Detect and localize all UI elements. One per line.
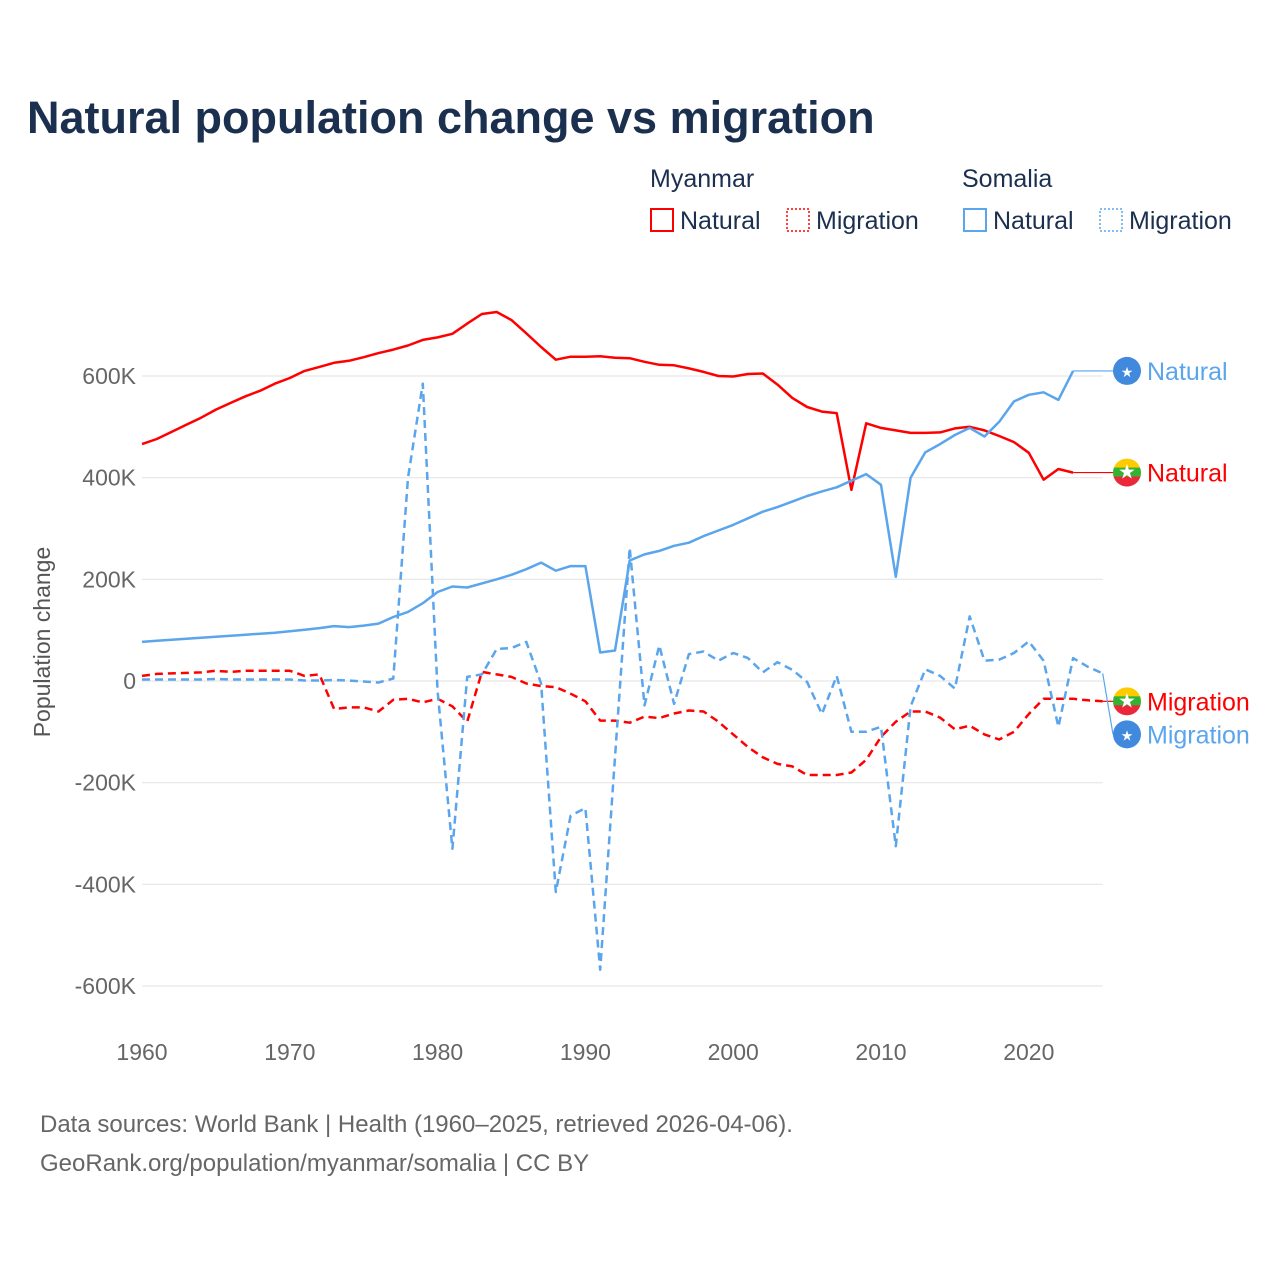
legend-swatch xyxy=(786,208,810,232)
legend: Myanmar Somalia Natural Migration Natura… xyxy=(650,165,1232,235)
series-line-somalia-natural xyxy=(141,370,1075,654)
x-tick-label: 2010 xyxy=(855,1039,906,1065)
x-axis-ticks: 1960 1970 1980 1990 2000 2010 2020 xyxy=(116,1039,1054,1065)
legend-swatch xyxy=(963,208,987,232)
myanmar-flag-icon: ★ xyxy=(1113,687,1141,716)
end-label-somalia-natural: Natural xyxy=(1147,358,1228,386)
x-tick-label: 1970 xyxy=(264,1039,315,1065)
y-tick-label: -400K xyxy=(75,871,137,897)
footer-link[interactable]: GeoRank.org/population/myanmar/somalia |… xyxy=(40,1150,589,1177)
somalia-flag-icon: ★ xyxy=(1113,720,1141,749)
legend-label: Migration xyxy=(1129,207,1232,235)
legend-item-somalia-natural[interactable]: Natural xyxy=(963,207,1074,235)
x-tick-label: 1960 xyxy=(116,1039,167,1065)
legend-swatch xyxy=(1099,208,1123,232)
footer-sources: Data sources: World Bank | Health (1960–… xyxy=(40,1111,793,1138)
x-tick-label: 1990 xyxy=(560,1039,611,1065)
legend-label: Migration xyxy=(816,207,919,235)
y-tick-label: 200K xyxy=(82,566,136,592)
legend-swatch xyxy=(650,208,674,232)
y-axis-label: Population change xyxy=(29,547,55,738)
legend-item-myanmar-natural[interactable]: Natural xyxy=(650,207,761,235)
legend-item-myanmar-migration[interactable]: Migration xyxy=(786,207,919,235)
legend-item-somalia-migration[interactable]: Migration xyxy=(1099,207,1232,235)
legend-group-somalia: Somalia xyxy=(962,165,1052,193)
star-icon: ★ xyxy=(1118,462,1136,484)
end-label-myanmar-migration: Migration xyxy=(1147,688,1250,716)
end-labels: ★ Natural ★ Migration ★ Natural ★ Migration xyxy=(1073,356,1250,749)
chart-title: Natural population change vs migration xyxy=(27,92,875,143)
x-tick-label: 1980 xyxy=(412,1039,463,1065)
series-line-somalia-migration xyxy=(142,382,1104,971)
legend-label: Natural xyxy=(680,207,761,235)
end-label-connector xyxy=(1102,673,1114,735)
star-icon: ★ xyxy=(1121,364,1134,380)
y-tick-label: 0 xyxy=(123,668,136,694)
series-lines xyxy=(141,310,1104,971)
end-label-somalia-migration: Migration xyxy=(1147,721,1250,749)
y-tick-label: 400K xyxy=(82,465,136,491)
series-line-myanmar-natural xyxy=(141,310,1074,492)
series-line-myanmar-migration xyxy=(141,669,1103,777)
x-tick-label: 2000 xyxy=(708,1039,759,1065)
y-tick-label: 600K xyxy=(82,363,136,389)
star-icon: ★ xyxy=(1118,690,1136,712)
y-tick-label: -600K xyxy=(75,973,137,999)
end-label-myanmar-natural: Natural xyxy=(1147,460,1228,488)
legend-group-myanmar: Myanmar xyxy=(650,165,754,193)
x-tick-label: 2020 xyxy=(1003,1039,1054,1065)
star-icon: ★ xyxy=(1121,727,1134,743)
myanmar-flag-icon: ★ xyxy=(1113,458,1141,487)
grid xyxy=(142,375,1103,987)
legend-label: Natural xyxy=(993,207,1074,235)
y-tick-label: -200K xyxy=(75,770,137,796)
somalia-flag-icon: ★ xyxy=(1113,356,1141,385)
y-axis-ticks: 600K 400K 200K 0 -200K -400K -600K xyxy=(75,363,137,999)
